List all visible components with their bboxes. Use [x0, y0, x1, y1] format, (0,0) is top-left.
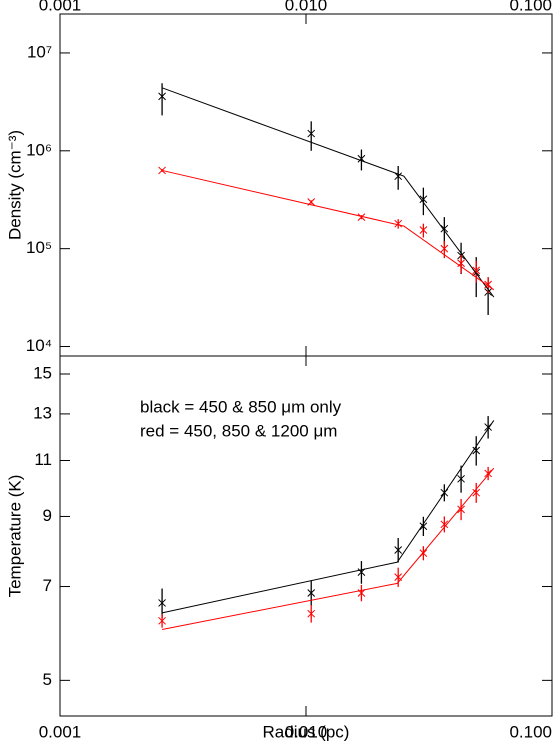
point-marker [440, 520, 449, 529]
point-marker [440, 224, 449, 233]
point-marker [484, 469, 492, 478]
point-marker [419, 522, 428, 531]
point-marker [158, 92, 166, 101]
point-marker [472, 266, 481, 275]
fit-line [161, 420, 495, 614]
y-tick-label: 10⁴ [26, 336, 52, 355]
y-tick-label: 10⁵ [26, 238, 52, 257]
point-marker [419, 195, 428, 204]
y-axis-label: Temperature (K) [5, 475, 24, 598]
point-marker [357, 213, 366, 221]
point-marker [394, 219, 403, 228]
point-marker [158, 616, 166, 625]
annotation: black = 450 & 850 μm only [140, 397, 342, 416]
point-marker [307, 589, 316, 597]
point-marker [457, 505, 465, 514]
point-marker [440, 244, 449, 253]
point-marker [472, 488, 481, 497]
x-tick-label: 0.001 [39, 722, 82, 741]
point-marker [394, 172, 403, 181]
x-tick-label: 0.100 [509, 0, 552, 14]
y-tick-label: 11 [34, 450, 52, 469]
x-tick-label: 0.010 [285, 0, 328, 14]
x-tick-label: 0.001 [39, 0, 82, 14]
point-marker [158, 166, 166, 175]
x-tick-label: 0.010 [285, 722, 328, 741]
point-marker [394, 546, 403, 554]
y-tick-label: 13 [33, 403, 52, 422]
y-tick-label: 15 [33, 363, 52, 382]
point-marker [307, 129, 316, 138]
point-marker [457, 474, 465, 483]
y-tick-label: 10⁶ [26, 140, 52, 159]
annotation: red = 450, 850 & 1200 μm [140, 421, 337, 440]
y-tick-label: 5 [43, 670, 52, 689]
y-axis-label: Density (cm⁻³) [5, 130, 24, 240]
x-tick-label: 0.100 [509, 722, 552, 741]
point-marker [419, 226, 428, 234]
fit-line [161, 169, 495, 291]
point-marker [307, 609, 316, 618]
fit-line [161, 87, 495, 298]
x-axis-label: Radius (pc) [263, 722, 350, 741]
y-tick-label: 7 [43, 576, 52, 595]
y-tick-label: 10⁷ [27, 42, 52, 61]
y-tick-label: 9 [43, 506, 52, 525]
point-marker [472, 446, 481, 455]
plot-frame [59, 13, 553, 357]
fit-line [161, 467, 495, 631]
point-marker [158, 599, 166, 607]
